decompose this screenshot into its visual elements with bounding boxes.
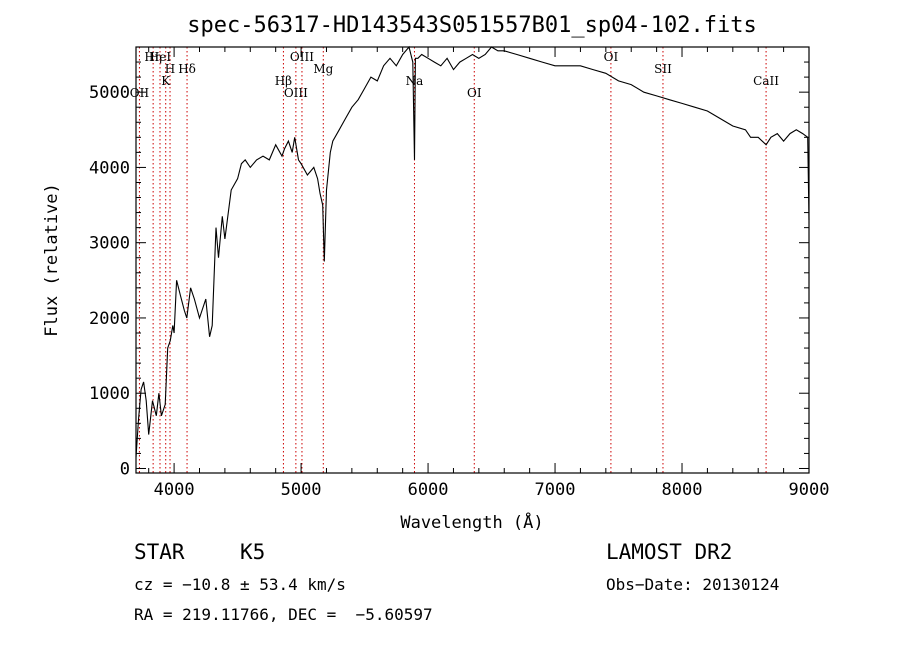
x-tick-label: 9000: [789, 480, 830, 500]
x-tick-label: 4000: [154, 480, 195, 500]
line-marker-label: CaII: [753, 74, 779, 88]
line-marker-label: OI: [604, 50, 619, 64]
x-tick-label: 6000: [408, 480, 449, 500]
y-tick-label: 5000: [89, 83, 130, 103]
redshift-info: cz = −10.8 ± 53.4 km/s: [134, 575, 346, 594]
line-marker-label: SII: [654, 62, 672, 76]
y-tick-label: 4000: [89, 158, 130, 178]
line-marker-label: Na: [406, 74, 424, 88]
x-tick-label: 7000: [535, 480, 576, 500]
y-tick-label: 2000: [89, 309, 130, 329]
survey-name: LAMOST DR2: [606, 540, 733, 564]
line-marker-label: HeI: [149, 50, 172, 64]
line-marker-label: Hη: [144, 50, 162, 64]
x-tick-label: 5000: [281, 480, 322, 500]
axis-ticks: 4000 5000 6000 7000 8000 9000 0 1000 2000 3000 400…: [89, 47, 829, 500]
line-marker-label: Hβ: [275, 74, 292, 88]
line-marker-label: K: [161, 74, 171, 88]
plot-frame: [135, 46, 810, 474]
y-tick-label: 0: [120, 459, 130, 479]
x-axis-label: Wavelength (Å): [400, 511, 543, 533]
spectral-subclass: K5: [240, 540, 266, 564]
object-type: STAR: [134, 540, 185, 564]
line-marker-label: OI: [467, 86, 482, 100]
line-marker-label: H: [165, 62, 175, 76]
spectrum-line: [135, 45, 810, 458]
line-marker-label: OIII: [284, 86, 308, 100]
coordinates-info: RA = 219.11766, DEC = −5.60597: [134, 605, 433, 624]
observation-date: Obs−Date: 20130124: [606, 575, 780, 594]
x-tick-label: 8000: [662, 480, 703, 500]
y-tick-label: 1000: [89, 384, 130, 404]
line-marker-label: Mg: [313, 62, 333, 76]
line-marker-label: OII: [130, 86, 150, 100]
line-marker-label: OIII: [290, 50, 314, 64]
line-marker-label: Hδ: [178, 62, 196, 76]
y-axis-label: Flux (relative): [42, 183, 62, 337]
chart-title: spec-56317-HD143543S051557B01_sp04-102.f…: [187, 13, 757, 38]
y-tick-label: 3000: [89, 234, 130, 254]
